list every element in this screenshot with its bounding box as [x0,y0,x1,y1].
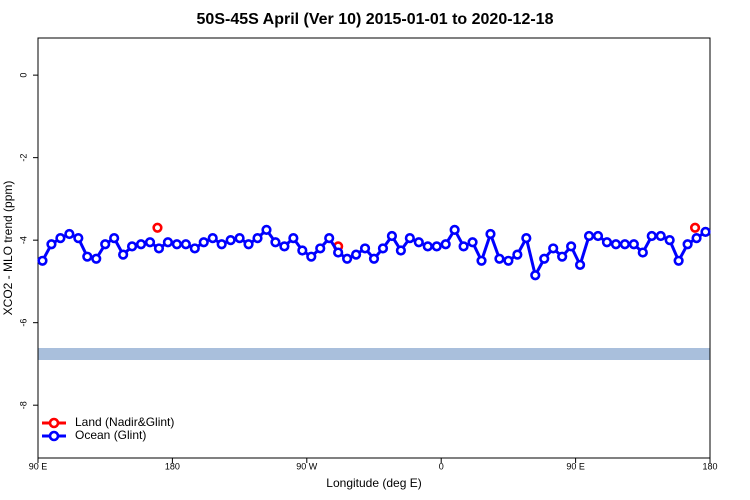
point [395,245,406,256]
point [566,241,577,252]
point [548,243,559,254]
point [189,243,200,254]
x-axis-label: Longitude (deg E) [326,476,421,490]
point [333,247,344,258]
point [359,243,371,254]
point [673,255,684,266]
x-tick-label: 0 [439,461,444,471]
point [458,241,469,252]
y-tick-label: 0 [18,73,28,78]
point [628,239,639,250]
point [144,237,156,248]
series-line [41,226,707,280]
chart-title: 50S-45S April (Ver 10) 2015-01-01 to 202… [197,11,554,28]
point [440,239,451,250]
legend-label: Ocean (Glint) [75,428,146,442]
point [198,237,209,248]
x-tick-label: 90 E [566,461,585,471]
point [530,270,541,281]
point [306,251,317,262]
y-tick-label: -8 [18,401,28,409]
point [476,255,487,266]
point [126,241,138,252]
point [207,232,218,244]
point [494,253,505,264]
point [691,232,702,244]
x-tick-label: 180 [165,461,180,471]
point [682,239,693,250]
point [601,237,613,248]
point [55,232,66,244]
point [279,241,290,252]
point [225,235,236,246]
point [664,235,675,246]
x-tick-label: 90 W [296,461,318,471]
point [503,255,514,266]
point [324,232,335,244]
point [521,232,532,244]
point [261,224,272,235]
x-tick-label: 90 E [29,461,48,471]
point [485,228,496,240]
x-tick-label: 180 [702,461,717,471]
point [404,232,415,244]
point [512,249,523,260]
legend-label: Land (Nadir&Glint) [75,415,174,429]
point [700,226,711,238]
point [386,230,398,242]
point [135,239,147,250]
point [100,239,111,250]
point [655,230,666,242]
point [539,253,550,264]
legend-marker [48,430,60,442]
point [109,232,120,244]
point [171,239,182,250]
surface-band [38,348,710,360]
point [368,253,380,264]
point [288,232,299,244]
point [610,239,622,250]
y-tick-label: -2 [18,154,28,162]
point [243,239,254,250]
point [216,239,227,250]
legend-marker [48,417,60,429]
point [342,253,353,264]
y-axis-label: XCO2 - MLO trend (ppm) [1,181,15,316]
point [574,259,586,271]
point [467,237,478,248]
point [689,222,701,233]
point [315,243,326,254]
point [162,237,174,248]
point [449,224,460,235]
point [431,241,442,252]
point [583,230,595,242]
point [37,255,48,266]
point [64,228,75,240]
point [377,243,389,254]
y-tick-label: -4 [18,236,28,244]
y-tick-label: -6 [18,319,28,327]
point [234,232,245,244]
point [592,230,604,242]
point [619,239,630,250]
plot-frame [37,37,711,459]
point [646,230,657,242]
point [252,232,263,244]
point [153,243,165,254]
point [350,249,362,260]
point [73,232,84,244]
point [91,253,102,264]
point [118,249,129,260]
point [152,222,163,233]
point [46,239,57,250]
point [270,237,281,248]
point [557,251,568,262]
point [180,239,191,250]
point [637,247,648,258]
point [422,241,433,252]
point [297,245,308,256]
point [82,251,93,262]
point [413,237,424,248]
